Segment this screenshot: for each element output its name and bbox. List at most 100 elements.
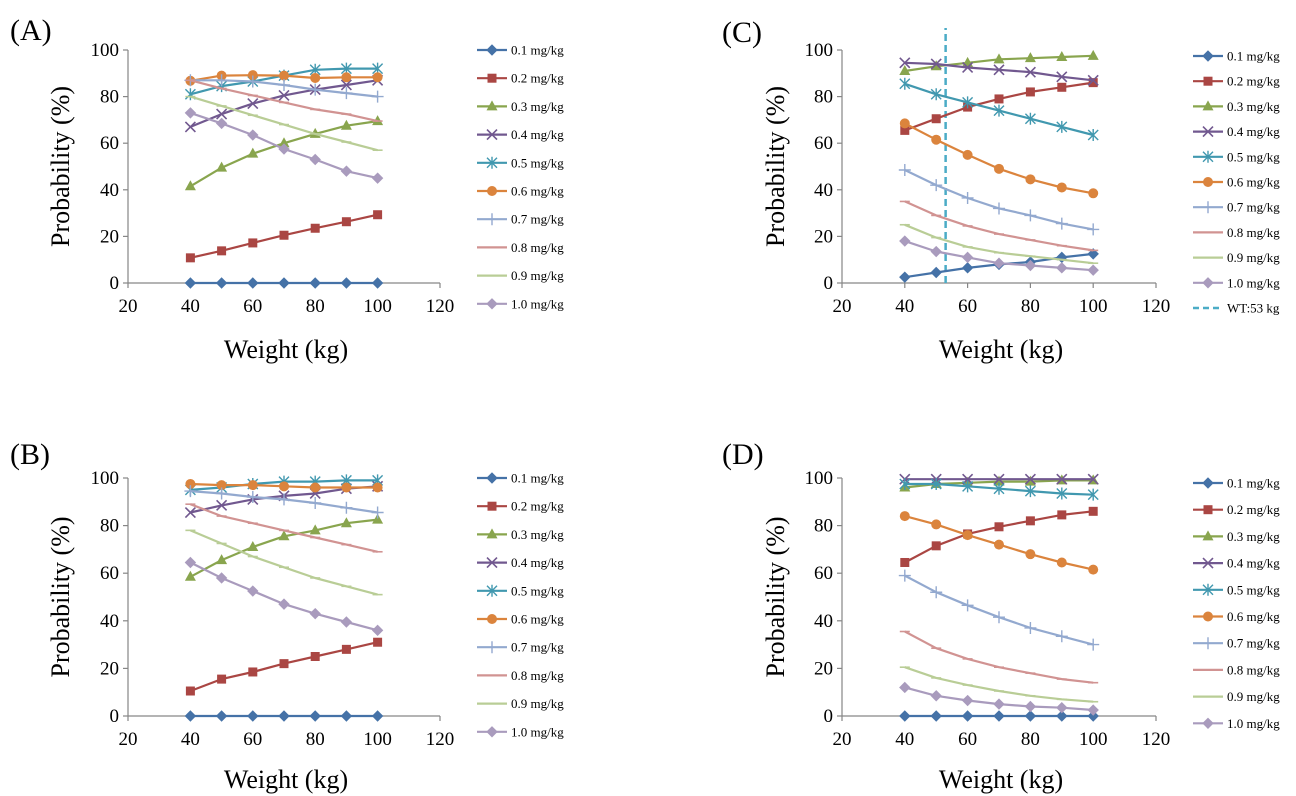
data-point bbox=[1024, 52, 1036, 63]
y-tick-label: 40 bbox=[100, 611, 119, 632]
legend-item: 0.2 mg/kg bbox=[477, 499, 564, 514]
y-tick-label: 60 bbox=[814, 563, 833, 584]
legend-item: 0.8 mg/kg bbox=[1193, 662, 1280, 677]
legend-label: 0.2 mg/kg bbox=[1227, 74, 1280, 89]
data-point bbox=[1088, 78, 1098, 88]
data-point bbox=[1025, 516, 1035, 526]
data-point bbox=[1057, 82, 1067, 92]
x-tick-label: 60 bbox=[243, 296, 262, 317]
panel-label: (A) bbox=[10, 14, 52, 47]
series-8 bbox=[899, 200, 1099, 252]
data-point bbox=[278, 137, 290, 148]
data-point bbox=[899, 77, 911, 90]
data-point bbox=[278, 530, 290, 541]
data-point bbox=[371, 172, 384, 184]
data-point bbox=[899, 681, 911, 694]
data-point bbox=[994, 539, 1004, 550]
data-point bbox=[371, 90, 384, 103]
data-point bbox=[930, 266, 942, 279]
x-tick-label: 100 bbox=[363, 296, 392, 317]
legend-marker bbox=[1202, 583, 1214, 596]
data-point bbox=[1025, 174, 1036, 185]
data-point bbox=[930, 58, 942, 70]
data-point bbox=[184, 107, 197, 119]
legend-marker bbox=[487, 614, 497, 624]
series-5 bbox=[899, 77, 1099, 142]
data-point bbox=[341, 217, 351, 227]
data-point bbox=[930, 690, 942, 702]
data-point bbox=[993, 710, 1005, 722]
data-point bbox=[899, 271, 911, 283]
data-point bbox=[371, 624, 384, 637]
series-9 bbox=[899, 223, 1099, 265]
data-point bbox=[184, 121, 196, 133]
data-point bbox=[1056, 557, 1067, 568]
legend-item: 0.1 mg/kg bbox=[1193, 49, 1280, 64]
legend-marker bbox=[1202, 50, 1214, 62]
legend-item: 0.7 mg/kg bbox=[1193, 200, 1280, 215]
legend-label: 0.9 mg/kg bbox=[1227, 250, 1280, 265]
legend-marker bbox=[487, 501, 497, 511]
legend-item: 0.5 mg/kg bbox=[1193, 149, 1280, 164]
data-point bbox=[216, 161, 228, 172]
legend-label: 0.8 mg/kg bbox=[1227, 225, 1280, 240]
data-point bbox=[309, 83, 322, 96]
y-tick-label: 0 bbox=[110, 706, 120, 727]
data-point bbox=[993, 104, 1005, 117]
panel-label: (B) bbox=[10, 438, 50, 471]
y-tick-label: 20 bbox=[814, 226, 833, 247]
legend-marker bbox=[486, 100, 498, 111]
data-point bbox=[248, 238, 258, 248]
legend-item: 0.5 mg/kg bbox=[1193, 582, 1280, 597]
x-tick-label: 20 bbox=[833, 729, 852, 750]
y-tick-label: 20 bbox=[814, 658, 833, 679]
data-point bbox=[309, 277, 321, 289]
data-point bbox=[1088, 506, 1098, 516]
data-point bbox=[340, 501, 353, 514]
x-tick-label: 80 bbox=[1021, 729, 1040, 750]
data-point bbox=[247, 480, 258, 491]
x-axis-title: Weight (kg) bbox=[224, 335, 348, 364]
data-point bbox=[1024, 209, 1037, 222]
data-point bbox=[899, 710, 911, 722]
data-point bbox=[1088, 188, 1099, 199]
series-8 bbox=[185, 503, 383, 553]
legend-marker bbox=[486, 472, 498, 484]
data-point bbox=[993, 473, 1005, 485]
series-5 bbox=[899, 477, 1099, 501]
data-point bbox=[962, 61, 974, 74]
series-4 bbox=[184, 74, 384, 133]
legend-marker bbox=[487, 186, 497, 196]
data-point bbox=[1087, 223, 1100, 236]
legend-label: 0.6 mg/kg bbox=[511, 612, 564, 627]
data-point bbox=[898, 569, 911, 582]
legend: 0.1 mg/kg 0.2 mg/kg 0.3 mg/kg 0.4 mg/kg 0.5 … bbox=[1193, 49, 1280, 316]
data-point bbox=[246, 491, 259, 504]
data-point bbox=[962, 149, 973, 160]
data-point bbox=[340, 165, 353, 177]
data-point bbox=[184, 570, 196, 581]
legend-marker bbox=[1202, 557, 1214, 569]
data-point bbox=[279, 659, 289, 669]
data-point bbox=[310, 482, 321, 493]
legend-item: 0.2 mg/kg bbox=[1193, 74, 1280, 89]
data-point bbox=[340, 710, 353, 722]
data-point bbox=[1056, 473, 1068, 485]
y-axis-title: Probability (%) bbox=[46, 516, 75, 677]
data-point bbox=[961, 599, 974, 612]
x-tick-label: 20 bbox=[119, 296, 138, 317]
legend-marker bbox=[1202, 150, 1214, 163]
series-2 bbox=[185, 637, 383, 696]
legend-item: 0.1 mg/kg bbox=[1193, 476, 1280, 491]
series-6 bbox=[899, 511, 1099, 575]
data-point bbox=[1056, 710, 1068, 722]
x-tick-label: 40 bbox=[181, 296, 200, 317]
legend-marker bbox=[486, 44, 498, 56]
legend-marker bbox=[486, 298, 498, 310]
y-tick-label: 0 bbox=[824, 273, 834, 294]
series-1 bbox=[184, 710, 384, 722]
legend-label: 0.9 mg/kg bbox=[511, 268, 564, 283]
legend: 0.1 mg/kg 0.2 mg/kg 0.3 mg/kg 0.4 mg/kg 0.5 … bbox=[477, 471, 564, 739]
